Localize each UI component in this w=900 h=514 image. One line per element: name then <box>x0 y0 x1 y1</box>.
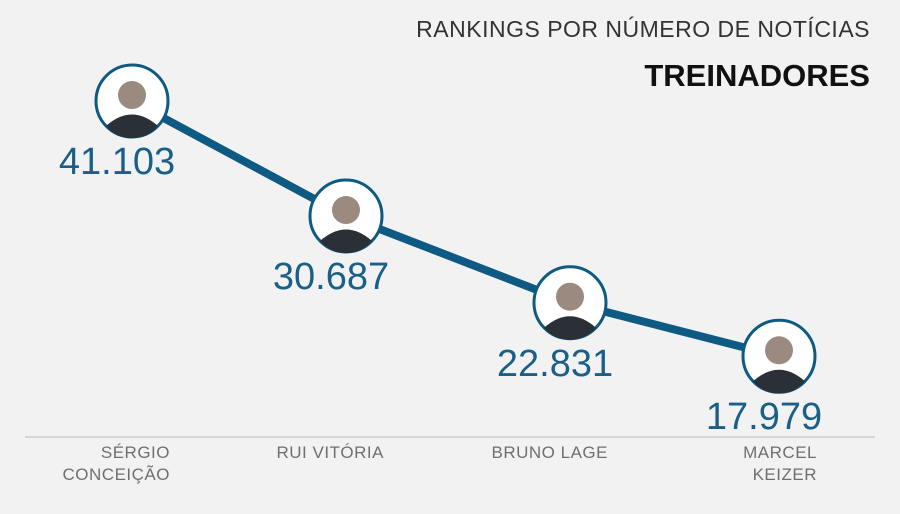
avatar-face <box>118 81 146 110</box>
value-label: 41.103 <box>58 141 176 184</box>
value-label: 17.979 <box>705 396 823 439</box>
x-tick-label: BRUNO LAGE <box>491 443 608 462</box>
avatar-face <box>765 336 793 365</box>
x-tick-label: RUI VITÓRIA <box>276 443 384 462</box>
avatar-face <box>332 196 360 225</box>
line <box>130 97 780 361</box>
x-tick-label: SÉRGIO CONCEIÇÃO <box>62 443 170 484</box>
value-label: 30.687 <box>272 256 390 298</box>
avatar-face <box>556 282 584 311</box>
chart-subtitle: TREINADORES <box>644 58 870 93</box>
value-label: 22.831 <box>496 342 614 385</box>
avatar-body <box>320 229 372 254</box>
avatar-body <box>753 369 805 394</box>
avatar-body <box>106 114 158 139</box>
x-tick-label: MARCEL KEIZER <box>743 443 817 484</box>
avatar-body <box>544 316 596 340</box>
chart-title: RANKINGS POR NÚMERO DE NOTÍCIAS <box>416 16 870 42</box>
